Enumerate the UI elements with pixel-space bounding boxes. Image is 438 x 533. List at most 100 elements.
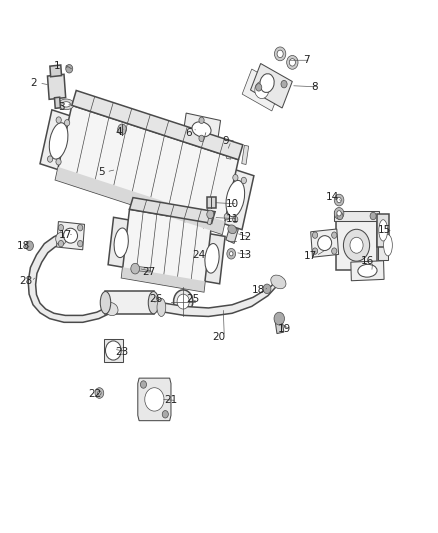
Ellipse shape <box>49 123 68 159</box>
Ellipse shape <box>332 248 337 254</box>
Polygon shape <box>251 63 292 108</box>
Ellipse shape <box>379 220 388 241</box>
Ellipse shape <box>384 235 392 256</box>
Ellipse shape <box>141 381 147 388</box>
Text: 17: 17 <box>59 230 72 240</box>
Ellipse shape <box>106 341 121 360</box>
Ellipse shape <box>312 248 318 254</box>
Polygon shape <box>130 198 215 223</box>
Ellipse shape <box>162 410 168 418</box>
Ellipse shape <box>233 216 238 223</box>
Ellipse shape <box>260 74 274 93</box>
Ellipse shape <box>145 387 164 411</box>
Ellipse shape <box>199 117 204 124</box>
Ellipse shape <box>337 197 341 203</box>
Polygon shape <box>56 106 238 234</box>
Text: 16: 16 <box>361 256 374 266</box>
Ellipse shape <box>205 244 219 273</box>
Ellipse shape <box>64 119 70 126</box>
Text: 22: 22 <box>88 389 101 399</box>
Ellipse shape <box>255 82 269 99</box>
Polygon shape <box>122 267 205 292</box>
Ellipse shape <box>226 180 245 217</box>
Ellipse shape <box>148 292 159 314</box>
Text: 18: 18 <box>17 241 30 251</box>
Ellipse shape <box>25 241 33 251</box>
Ellipse shape <box>114 228 128 257</box>
Ellipse shape <box>78 240 83 247</box>
Ellipse shape <box>207 210 214 219</box>
Text: 1: 1 <box>54 61 61 70</box>
Ellipse shape <box>350 237 363 253</box>
Ellipse shape <box>58 240 64 247</box>
Polygon shape <box>336 220 377 270</box>
Text: 17: 17 <box>304 251 317 261</box>
Polygon shape <box>217 167 254 230</box>
Ellipse shape <box>275 47 286 61</box>
Ellipse shape <box>230 252 233 256</box>
Ellipse shape <box>177 294 189 309</box>
Ellipse shape <box>173 290 193 313</box>
Ellipse shape <box>287 55 298 69</box>
Ellipse shape <box>263 284 271 294</box>
Polygon shape <box>138 378 171 421</box>
Polygon shape <box>50 65 61 77</box>
Ellipse shape <box>334 207 344 219</box>
Polygon shape <box>207 213 213 225</box>
Ellipse shape <box>274 312 285 325</box>
Polygon shape <box>57 222 85 250</box>
Ellipse shape <box>118 124 127 135</box>
Polygon shape <box>226 140 233 159</box>
Text: 23: 23 <box>116 346 129 357</box>
Ellipse shape <box>277 50 283 58</box>
Ellipse shape <box>241 177 247 184</box>
Text: 19: 19 <box>278 324 291 334</box>
Ellipse shape <box>95 387 104 398</box>
Polygon shape <box>104 340 123 362</box>
Ellipse shape <box>66 64 73 73</box>
Ellipse shape <box>358 264 377 277</box>
Ellipse shape <box>312 232 318 238</box>
Ellipse shape <box>337 211 341 216</box>
Text: 10: 10 <box>226 199 239 209</box>
Ellipse shape <box>56 117 61 123</box>
Ellipse shape <box>192 122 211 137</box>
Polygon shape <box>28 233 113 322</box>
Polygon shape <box>135 266 150 272</box>
Polygon shape <box>106 292 153 314</box>
Text: 6: 6 <box>185 127 192 138</box>
Ellipse shape <box>224 214 230 220</box>
Text: 24: 24 <box>193 250 206 260</box>
Text: 2: 2 <box>30 78 37 88</box>
Ellipse shape <box>47 156 53 162</box>
Polygon shape <box>108 217 134 268</box>
Polygon shape <box>334 211 379 221</box>
Text: 4: 4 <box>115 127 122 137</box>
Text: 27: 27 <box>142 267 156 277</box>
Text: 13: 13 <box>239 250 252 260</box>
Text: 3: 3 <box>59 102 65 112</box>
Polygon shape <box>47 74 66 99</box>
Text: 28: 28 <box>19 277 33 286</box>
Ellipse shape <box>157 298 166 317</box>
Text: 18: 18 <box>252 286 265 295</box>
Ellipse shape <box>62 102 71 107</box>
Polygon shape <box>242 69 282 111</box>
Ellipse shape <box>58 224 64 231</box>
Text: 15: 15 <box>378 225 392 236</box>
Polygon shape <box>242 145 249 165</box>
Ellipse shape <box>56 159 61 165</box>
Polygon shape <box>54 97 60 108</box>
Polygon shape <box>378 231 388 260</box>
Ellipse shape <box>104 303 118 316</box>
Text: 9: 9 <box>222 136 229 146</box>
Text: 21: 21 <box>164 395 177 406</box>
Ellipse shape <box>100 292 111 314</box>
Polygon shape <box>72 91 243 160</box>
Ellipse shape <box>56 232 66 245</box>
Ellipse shape <box>233 174 238 181</box>
Ellipse shape <box>289 59 295 66</box>
Ellipse shape <box>334 194 344 206</box>
Ellipse shape <box>58 99 74 110</box>
Ellipse shape <box>370 212 376 220</box>
